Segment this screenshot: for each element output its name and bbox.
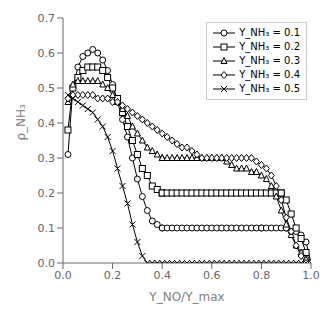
svg-text:0.6: 0.6: [38, 47, 56, 60]
svg-text:0.2: 0.2: [38, 187, 56, 200]
svg-text:0.2: 0.2: [104, 269, 122, 282]
html-text:Y_NH₃ = 0.3: Y_NH₃ = 0.3: [239, 55, 300, 66]
svg-text:0.1: 0.1: [38, 222, 56, 235]
svg-text:0.6: 0.6: [203, 269, 221, 282]
svg-text:0.4: 0.4: [153, 269, 171, 282]
svg-text:0.7: 0.7: [38, 12, 56, 25]
html-text:Y_NH₃ = 0.1: Y_NH₃ = 0.1: [239, 27, 300, 38]
html-text:Y_NH₃ = 0.4: Y_NH₃ = 0.4: [239, 69, 300, 80]
svg-text:ρ_NH₃: ρ_NH₃: [14, 104, 28, 141]
html-text:Y_NH₃ = 0.5: Y_NH₃ = 0.5: [239, 83, 300, 94]
svg-text:0.8: 0.8: [253, 269, 271, 282]
svg-text:0.0: 0.0: [38, 257, 56, 270]
svg-text:0.5: 0.5: [38, 82, 56, 95]
svg-text:0.3: 0.3: [38, 152, 56, 165]
svg-text:0.0: 0.0: [54, 269, 72, 282]
svg-text:1.0: 1.0: [302, 269, 320, 282]
svg-text:Y_NO/Y_max: Y_NO/Y_max: [148, 290, 224, 304]
svg-text:0.4: 0.4: [38, 117, 56, 130]
html-text:Y_NH₃ = 0.2: Y_NH₃ = 0.2: [239, 41, 300, 52]
